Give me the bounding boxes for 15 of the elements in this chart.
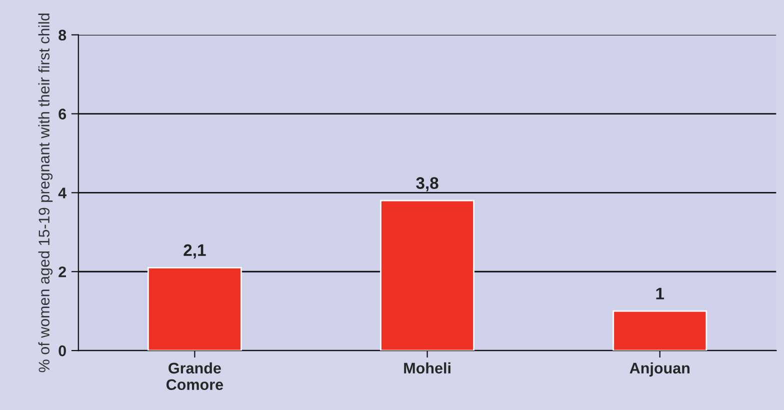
bar [612, 310, 708, 351]
bar [147, 266, 242, 351]
bar [380, 200, 474, 351]
y-tick-label: 0 [58, 345, 66, 356]
y-tick-label: 8 [58, 30, 66, 41]
data-label: 3,8 [416, 177, 438, 192]
y-axis-title: % of women aged 15-19 pregnant with their first child [38, 14, 53, 372]
y-tick-label: 2 [58, 266, 66, 278]
y-tick-label: 6 [58, 108, 66, 120]
x-tick-label: Anjouan [630, 362, 690, 377]
data-label: 1 [656, 288, 664, 300]
data-label: 2,1 [184, 244, 206, 258]
x-tick-label: Moheli [404, 362, 450, 374]
y-tick-label: 4 [58, 188, 67, 198]
x-tick-label: Grande Comore [166, 362, 224, 390]
